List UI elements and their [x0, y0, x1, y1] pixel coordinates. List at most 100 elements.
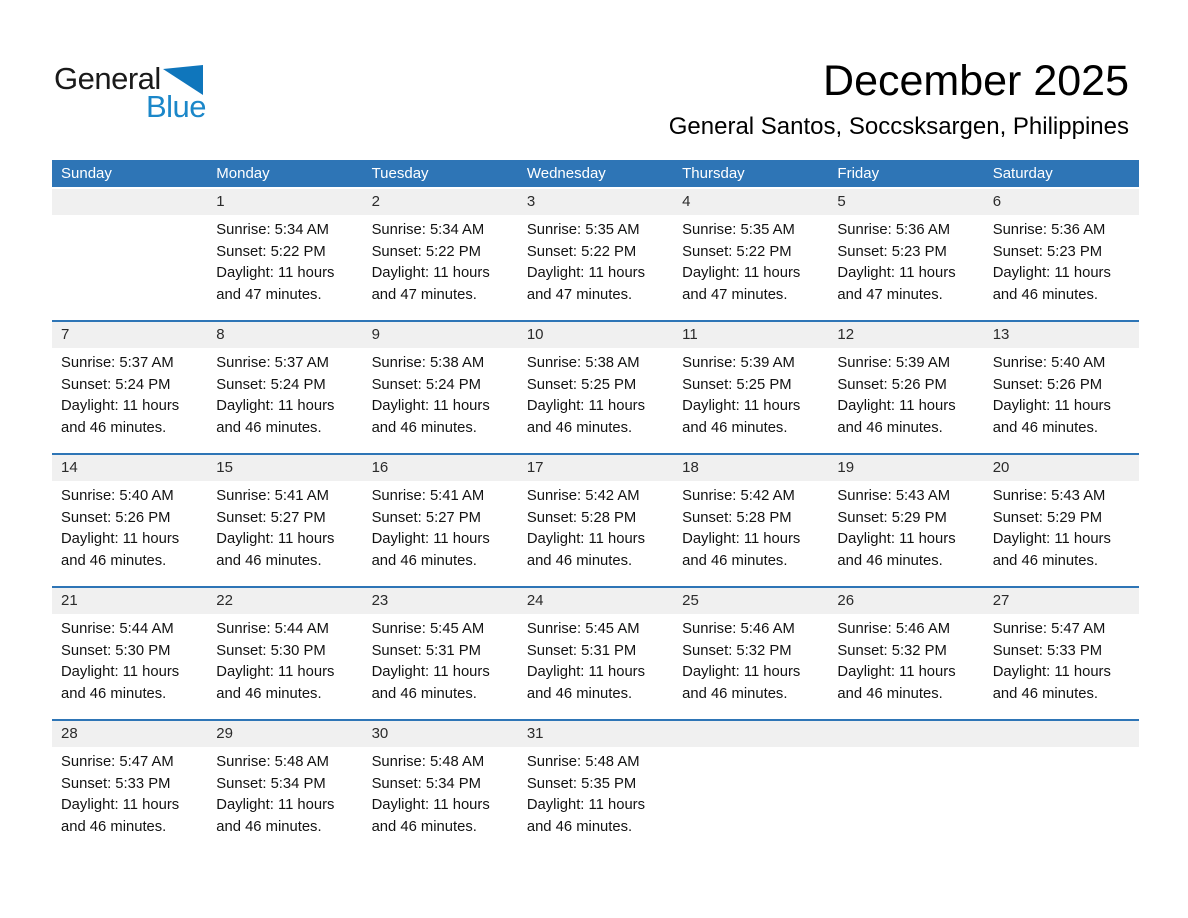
weekday-friday: Friday [837, 165, 880, 182]
day-details: Sunrise: 5:38 AM Sunset: 5:24 PM Daylight:… [363, 348, 518, 453]
daylight-text-line1: Daylight: 11 hours [526, 398, 646, 414]
day-number: 26 [828, 588, 984, 614]
sunset-text: Sunset: 5:29 PM [992, 509, 1103, 526]
day-details: Sunrise: 5:36 AM Sunset: 5:23 PM Daylight:… [984, 215, 1139, 320]
day-details: Sunrise: 5:46 AM Sunset: 5:32 PM Daylight:… [673, 614, 828, 719]
daylight-text-line1: Daylight: 11 hours [371, 265, 490, 281]
daylight-text-line1: Daylight: 11 hours [992, 531, 1111, 547]
day-cell-12: 12 Sunrise: 5:39 AM Sunset: 5:26 PM Dayligh… [828, 322, 984, 453]
sunrise-text: Sunrise: 5:40 AM [992, 355, 1106, 371]
day-number: 23 [362, 588, 518, 614]
daylight-text-line2: and 46 minutes. [682, 552, 788, 569]
daylight-text-line1: Daylight: 11 hours [61, 531, 180, 547]
day-details [828, 747, 983, 852]
day-number: 12 [828, 322, 984, 348]
daylight-text-line1: Daylight: 11 hours [837, 265, 956, 281]
day-details: Sunrise: 5:47 AM Sunset: 5:33 PM Daylight:… [984, 614, 1139, 719]
day-cell-14: 14 Sunrise: 5:40 AM Sunset: 5:26 PM Dayligh… [52, 455, 208, 586]
daylight-text-line2: and 46 minutes. [837, 419, 943, 436]
sunset-text: Sunset: 5:22 PM [216, 243, 326, 260]
day-number: 20 [983, 455, 1139, 481]
day-number: 7 [52, 322, 208, 348]
logo-top-row: General [54, 62, 206, 96]
empty-day-cell [673, 721, 829, 852]
day-details: Sunrise: 5:37 AM Sunset: 5:24 PM Daylight:… [52, 348, 207, 453]
daylight-text-line2: and 46 minutes. [526, 419, 633, 436]
sunset-text: Sunset: 5:28 PM [526, 509, 637, 526]
day-cell-1: 1 Sunrise: 5:34 AM Sunset: 5:22 PM Daylight… [207, 189, 363, 320]
sunset-text: Sunset: 5:27 PM [216, 509, 326, 526]
daylight-text-line2: and 46 minutes. [682, 419, 788, 436]
sunset-text: Sunset: 5:30 PM [61, 642, 171, 659]
sunset-text: Sunset: 5:29 PM [837, 509, 947, 526]
sunrise-text: Sunrise: 5:34 AM [371, 222, 485, 238]
sunrise-text: Sunrise: 5:45 AM [371, 621, 485, 637]
sunrise-text: Sunrise: 5:48 AM [371, 754, 485, 770]
day-number: 16 [362, 455, 518, 481]
day-details: Sunrise: 5:41 AM Sunset: 5:27 PM Daylight:… [207, 481, 362, 586]
sunrise-text: Sunrise: 5:47 AM [992, 621, 1106, 637]
day-number: 3 [517, 189, 674, 215]
sunset-text: Sunset: 5:25 PM [526, 376, 637, 393]
daylight-text-line1: Daylight: 11 hours [371, 398, 490, 414]
daylight-text-line2: and 46 minutes. [992, 419, 1098, 436]
sunrise-text: Sunrise: 5:35 AM [682, 222, 795, 238]
weekday-tuesday: Tuesday [371, 165, 429, 182]
day-cell-6: 6 Sunrise: 5:36 AM Sunset: 5:23 PM Daylight… [983, 189, 1139, 320]
day-details: Sunrise: 5:41 AM Sunset: 5:27 PM Daylight:… [363, 481, 518, 586]
day-details: Sunrise: 5:47 AM Sunset: 5:33 PM Daylight:… [52, 747, 207, 852]
sunrise-text: Sunrise: 5:39 AM [682, 355, 795, 371]
day-number: 25 [673, 588, 829, 614]
day-cell-16: 16 Sunrise: 5:41 AM Sunset: 5:27 PM Dayligh… [362, 455, 518, 586]
daylight-text-line2: and 46 minutes. [371, 419, 477, 436]
daylight-text-line2: and 46 minutes. [61, 419, 167, 436]
daylight-text-line2: and 46 minutes. [371, 818, 477, 835]
daylight-text-line2: and 46 minutes. [837, 685, 943, 702]
day-number: 31 [517, 721, 674, 747]
day-cell-21: 21 Sunrise: 5:44 AM Sunset: 5:30 PM Dayligh… [52, 588, 208, 719]
daylight-text-line2: and 46 minutes. [61, 818, 167, 835]
day-details: Sunrise: 5:34 AM Sunset: 5:22 PM Daylight:… [363, 215, 518, 320]
day-details: Sunrise: 5:45 AM Sunset: 5:31 PM Daylight:… [363, 614, 518, 719]
day-cell-11: 11 Sunrise: 5:39 AM Sunset: 5:25 PM Dayligh… [673, 322, 829, 453]
calendar-week-row: 21 Sunrise: 5:44 AM Sunset: 5:30 PM Dayligh… [52, 586, 1139, 719]
day-cell-9: 9 Sunrise: 5:38 AM Sunset: 5:24 PM Daylight… [362, 322, 518, 453]
day-number: 29 [207, 721, 363, 747]
daylight-text-line2: and 46 minutes. [526, 552, 633, 569]
day-cell-27: 27 Sunrise: 5:47 AM Sunset: 5:33 PM Dayligh… [983, 588, 1139, 719]
day-cell-4: 4 Sunrise: 5:35 AM Sunset: 5:22 PM Daylight… [673, 189, 829, 320]
day-number: 24 [517, 588, 674, 614]
sunset-text: Sunset: 5:23 PM [837, 243, 947, 260]
day-number: 2 [362, 189, 518, 215]
sunrise-text: Sunrise: 5:48 AM [216, 754, 329, 770]
day-cell-25: 25 Sunrise: 5:46 AM Sunset: 5:32 PM Dayligh… [673, 588, 829, 719]
sunrise-text: Sunrise: 5:48 AM [526, 754, 640, 770]
day-number: 17 [517, 455, 674, 481]
weekday-thursday: Thursday [682, 165, 745, 182]
month-title: December 2025 [823, 57, 1129, 105]
day-cell-17: 17 Sunrise: 5:42 AM Sunset: 5:28 PM Dayligh… [517, 455, 674, 586]
day-number: 15 [207, 455, 363, 481]
daylight-text-line2: and 47 minutes. [837, 286, 943, 303]
daylight-text-line1: Daylight: 11 hours [61, 664, 180, 680]
sunrise-text: Sunrise: 5:47 AM [61, 754, 174, 770]
daylight-text-line1: Daylight: 11 hours [216, 398, 335, 414]
calendar-week-row: 7 Sunrise: 5:37 AM Sunset: 5:24 PM Daylight… [52, 320, 1139, 453]
day-details: Sunrise: 5:43 AM Sunset: 5:29 PM Daylight:… [984, 481, 1139, 586]
sunset-text: Sunset: 5:28 PM [682, 509, 792, 526]
sunset-text: Sunset: 5:32 PM [682, 642, 792, 659]
calendar-week-row: 28 Sunrise: 5:47 AM Sunset: 5:33 PM Dayligh… [52, 719, 1139, 852]
sunset-text: Sunset: 5:26 PM [61, 509, 171, 526]
weekday-saturday: Saturday [992, 165, 1053, 182]
weekday-header-row: Sunday Monday Tuesday Wednesday Thursday… [52, 160, 1139, 187]
day-details: Sunrise: 5:42 AM Sunset: 5:28 PM Daylight:… [518, 481, 673, 586]
sunset-text: Sunset: 5:26 PM [992, 376, 1103, 393]
title-block: December 2025 General Santos, Soccsksarg… [669, 56, 1129, 142]
daylight-text-line1: Daylight: 11 hours [526, 664, 646, 680]
day-cell-13: 13 Sunrise: 5:40 AM Sunset: 5:26 PM Dayligh… [983, 322, 1139, 453]
day-cell-19: 19 Sunrise: 5:43 AM Sunset: 5:29 PM Dayligh… [828, 455, 984, 586]
weekday-sunday: Sunday [61, 165, 112, 182]
day-number: 6 [983, 189, 1139, 215]
sunrise-text: Sunrise: 5:37 AM [216, 355, 329, 371]
